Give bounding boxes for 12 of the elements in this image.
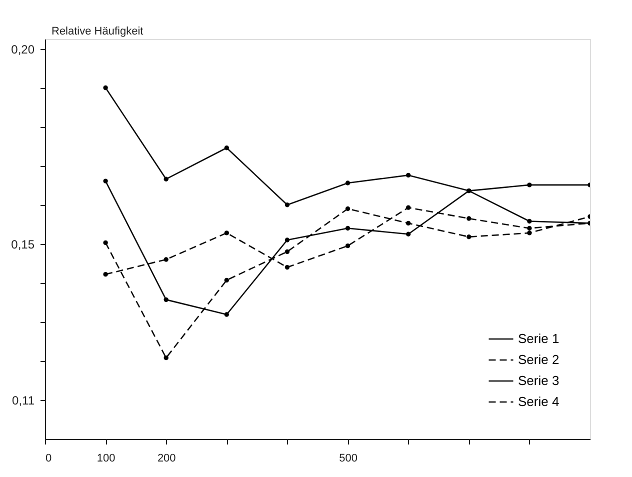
y-tick-label: 0,11 [12, 393, 35, 408]
legend-label: Serie 3 [518, 373, 560, 388]
x-tick-label: 200 [157, 452, 176, 464]
x-tick-label: 0 [46, 452, 52, 464]
x-tick-label: 100 [96, 452, 116, 464]
legend-label: Serie 2 [518, 352, 560, 367]
y-tick-label: 0,20 [11, 42, 35, 56]
y-tick-label: 0,15 [11, 237, 35, 252]
x-tick-label: 500 [339, 452, 358, 464]
y-axis-title: Relative Häufigkeit [52, 26, 144, 38]
legend-label: Serie 4 [518, 394, 560, 409]
legend-label: Serie 1 [518, 331, 560, 346]
